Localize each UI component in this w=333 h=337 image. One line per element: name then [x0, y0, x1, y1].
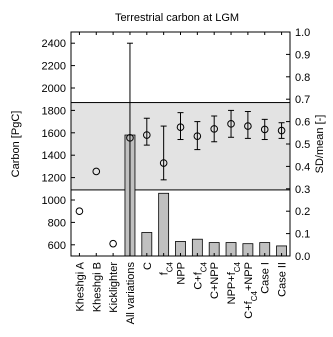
carbon-marker: [126, 134, 134, 142]
y2-tick-label: 0.1: [295, 229, 310, 241]
category-label-subscript: C4: [249, 291, 258, 302]
y2-tick-label: 0.6: [295, 117, 310, 129]
carbon-marker: [227, 120, 235, 128]
y-tick-label: 1600: [42, 128, 66, 140]
y2-tick-label: 0.4: [295, 161, 310, 173]
category-label: Kheshgi B: [91, 262, 103, 312]
carbon-marker: [143, 131, 151, 139]
y2-tick-label: 0.9: [295, 49, 310, 61]
carbon-marker: [193, 132, 202, 140]
sd-mean-bar: [158, 192, 170, 257]
category-label: C: [142, 262, 154, 270]
carbon-marker: [277, 126, 286, 135]
category-label-subscript: C4: [233, 261, 242, 272]
y2-tick-label: 0.8: [295, 72, 310, 84]
carbon-marker: [210, 125, 218, 133]
category-label: NPP+fC4: [226, 261, 242, 304]
y2-axis-title: SD/mean [-]: [314, 115, 326, 174]
category-label-part: Kicklighter: [108, 262, 120, 313]
category-label: Kicklighter: [108, 262, 120, 313]
y-axis-title: Carbon [PgC]: [10, 111, 22, 178]
y2-tick-label: 0.5: [295, 139, 310, 151]
carbon-marker: [244, 122, 252, 130]
category-label: NPP: [176, 262, 188, 285]
category-label-part: NPP: [176, 262, 188, 285]
category-label-subscript: C4: [199, 261, 208, 272]
category-label-part: +NPP: [243, 262, 255, 291]
y-tick-label: 1800: [42, 105, 66, 117]
y-tick-label: 1000: [42, 195, 66, 207]
category-label-part: C+f: [243, 300, 255, 318]
category-label: Kheshgi A: [74, 261, 86, 311]
carbon-marker: [176, 123, 185, 131]
category-label: Case I: [260, 262, 272, 294]
carbon-marker: [159, 159, 168, 167]
category-label-part: All variations: [125, 262, 137, 325]
y-tick-label: 2000: [42, 83, 66, 95]
category-label: Case II: [277, 262, 289, 297]
y-tick-label: 1400: [42, 150, 66, 162]
category-label-part: Case I: [260, 262, 272, 294]
category-label: C+fC4: [192, 261, 208, 289]
y2-tick-label: 0.7: [295, 94, 310, 106]
y2-tick-label: 0.2: [295, 206, 310, 218]
y-tick-label: 2400: [42, 38, 66, 50]
carbon-marker: [92, 167, 101, 176]
category-label-part: Kheshgi B: [91, 262, 103, 312]
y-tick-label: 1200: [42, 173, 66, 185]
category-label: C+fC4+NPP: [243, 262, 259, 319]
y2-tick-label: 0.3: [295, 184, 310, 196]
category-label-part: C: [142, 262, 154, 270]
category-label-part: C+NPP: [209, 262, 221, 299]
carbon-marker: [75, 207, 84, 215]
category-label-part: Kheshgi A: [74, 261, 86, 311]
sd-mean-bar: [141, 232, 153, 257]
y2-tick-label: 0.0: [295, 251, 310, 263]
category-label-part: Case II: [277, 262, 289, 297]
category-label-subscript: C4: [165, 261, 174, 272]
carbon-marker: [260, 125, 269, 134]
y-tick-label: 600: [48, 240, 66, 252]
y-tick-label: 800: [48, 217, 66, 229]
category-label-part: f: [159, 271, 171, 275]
category-label-part: C+f: [192, 271, 204, 289]
carbon-marker: [109, 239, 117, 248]
chart-title: Terrestrial carbon at LGM: [115, 12, 239, 24]
category-label: C+NPP: [209, 262, 221, 299]
y2-tick-label: 1.0: [295, 27, 310, 39]
category-label: fC4: [159, 261, 175, 275]
y-tick-label: 2200: [42, 61, 66, 73]
category-label: All variations: [125, 262, 137, 325]
category-label-part: NPP+f: [226, 271, 238, 304]
